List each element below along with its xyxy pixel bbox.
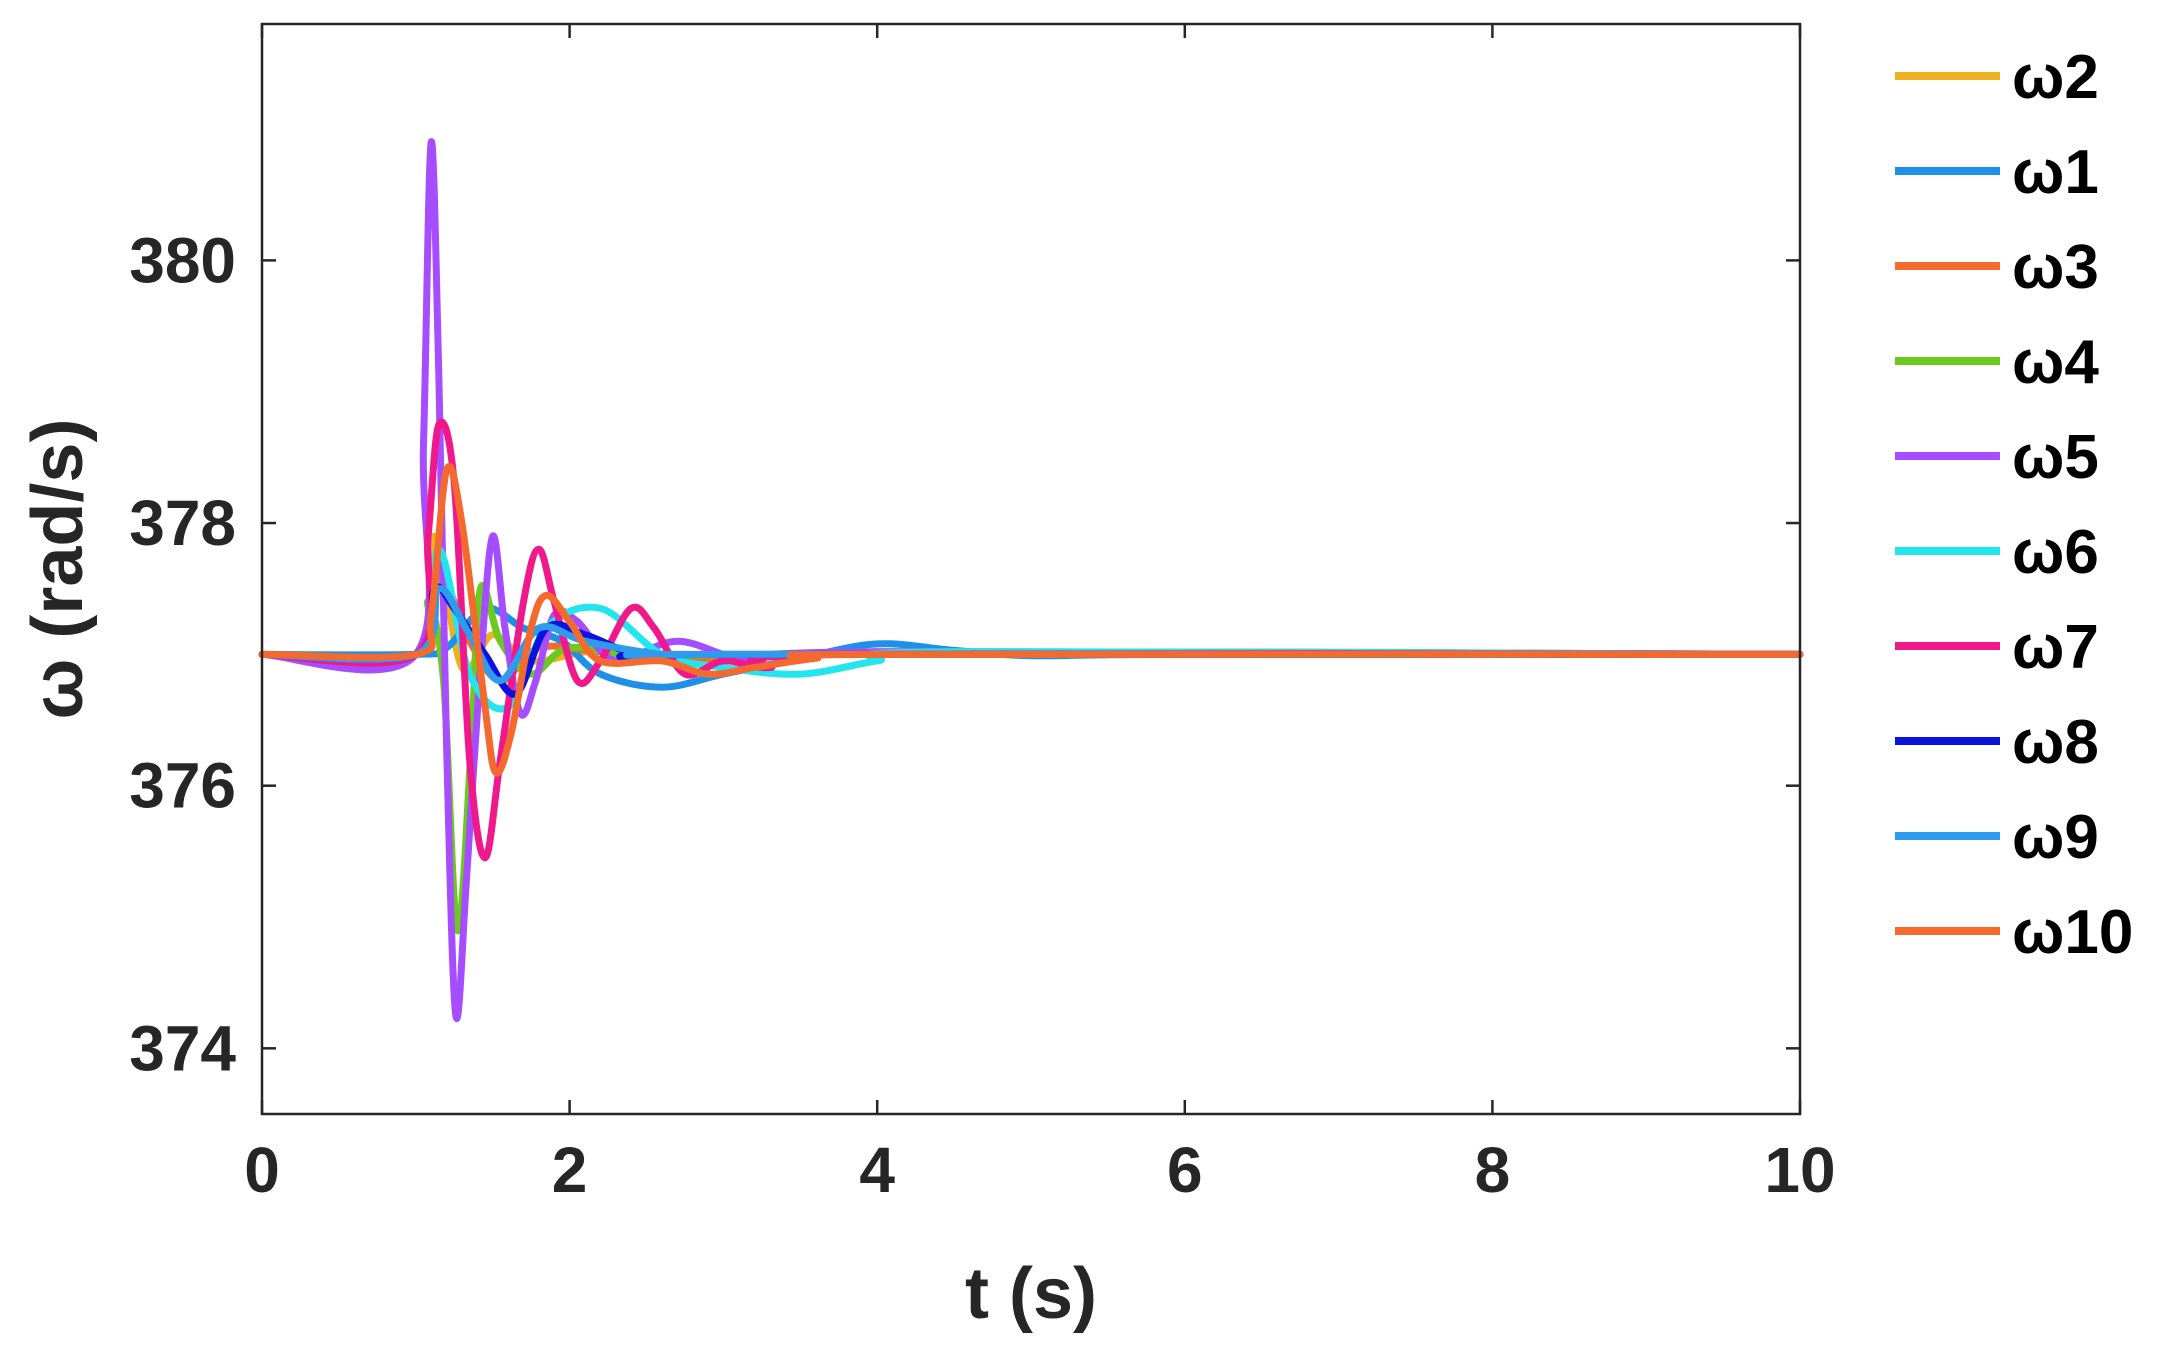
legend-item-ω6: ω6: [1895, 518, 2099, 587]
x-tick-label: 2: [552, 1134, 588, 1206]
y-tick-label: 380: [129, 224, 236, 296]
x-tick-label: 6: [1167, 1134, 1203, 1206]
x-axis-label: t (s): [965, 1254, 1097, 1334]
legend-label: ω6: [2012, 518, 2099, 587]
legend-label: ω3: [2012, 233, 2099, 302]
legend-item-ω8: ω8: [1895, 708, 2099, 777]
y-tick-label: 374: [129, 1012, 236, 1084]
series-line-ω10: [258, 462, 1804, 777]
plot-frame: [260, 22, 1802, 1116]
legend-label: ω5: [2012, 423, 2099, 492]
legend-item-ω9: ω9: [1895, 803, 2099, 872]
legend-label: ω2: [2012, 43, 2099, 112]
legend-item-ω3: ω3: [1895, 233, 2099, 302]
legend-item-ω1: ω1: [1895, 138, 2099, 207]
x-tick-label: 10: [1764, 1134, 1835, 1206]
ticks-layer: 0 2 4 6 8 10 374 376 378 380: [129, 24, 1836, 1206]
x-tick-label: 4: [859, 1134, 895, 1206]
legend-label: ω1: [2012, 138, 2099, 207]
legend: ω2 ω1 ω3 ω4 ω5 ω6 ω7 ω8 ω9 ω10: [1895, 43, 2133, 967]
x-tick-label: 8: [1475, 1134, 1511, 1206]
legend-item-ω7: ω7: [1895, 613, 2099, 682]
legend-item-ω5: ω5: [1895, 423, 2099, 492]
legend-label: ω8: [2012, 708, 2099, 777]
legend-item-ω4: ω4: [1895, 328, 2099, 397]
legend-label: ω10: [2012, 898, 2133, 967]
x-tick-label: 0: [244, 1134, 280, 1206]
legend-item-ω2: ω2: [1895, 43, 2099, 112]
y-tick-label: 378: [129, 487, 236, 559]
series-line-ω7: [258, 418, 1804, 862]
y-axis-label: ω (rad/s): [18, 419, 98, 720]
legend-label: ω4: [2012, 328, 2099, 397]
series-layer: [258, 138, 1804, 1022]
y-tick-label: 376: [129, 750, 236, 822]
legend-item-ω10: ω10: [1895, 898, 2133, 967]
legend-label: ω7: [2012, 613, 2099, 682]
legend-label: ω9: [2012, 803, 2099, 872]
